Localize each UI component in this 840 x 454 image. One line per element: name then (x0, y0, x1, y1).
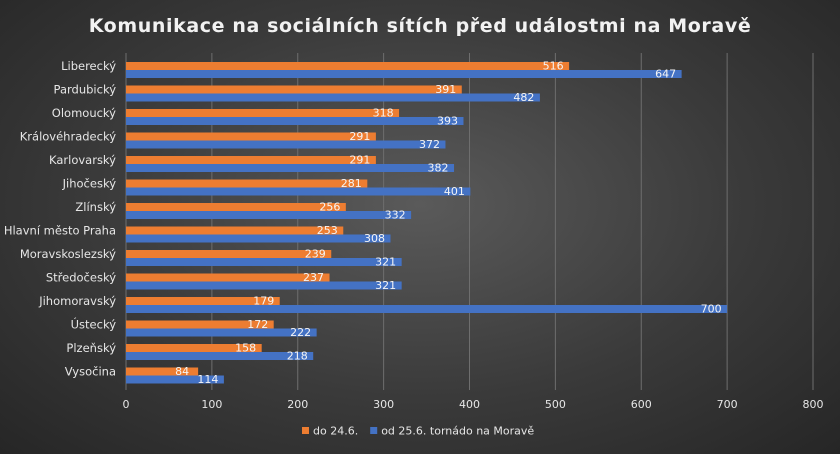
x-tick-label: 700 (717, 398, 738, 411)
bar-series-1 (126, 273, 330, 282)
bar-series-2 (126, 140, 446, 149)
category-label: Moravskoslezský (20, 247, 116, 261)
x-tick-label: 300 (373, 398, 394, 411)
bar-series-1 (126, 109, 400, 117)
legend-label: do 24.6. (313, 425, 358, 438)
bar-series-1 (126, 85, 462, 94)
data-label: 291 (349, 130, 370, 143)
data-label: 321 (375, 256, 396, 269)
data-label: 321 (375, 279, 396, 292)
legend: do 24.6. od 25.6. tornádo na Moravě (302, 425, 534, 438)
bar-series-1 (126, 179, 368, 188)
category-label: Liberecký (61, 59, 116, 73)
category-label: Vysočina (65, 365, 116, 379)
data-label: 256 (319, 201, 340, 214)
bar-series-1 (126, 367, 199, 376)
x-tick-label: 100 (201, 398, 222, 411)
data-label: 84 (175, 365, 189, 378)
bar-series-1 (126, 320, 274, 329)
data-label: 318 (373, 107, 394, 120)
bar-series-1 (126, 203, 346, 211)
data-label: 647 (655, 68, 676, 81)
bar-series-2 (126, 281, 402, 290)
bar-series-2 (126, 234, 391, 243)
data-label: 237 (303, 271, 324, 284)
bar-series-1 (126, 344, 262, 352)
data-label: 222 (290, 326, 311, 339)
x-tick-label: 400 (459, 398, 480, 411)
chart-title: Komunikace na sociálních sítích před udá… (89, 15, 752, 37)
bar-series-2 (126, 187, 471, 196)
bar-series-1 (126, 297, 280, 305)
data-label: 158 (235, 342, 256, 355)
data-label: 114 (197, 373, 218, 386)
x-tick-label: 200 (287, 398, 308, 411)
data-label: 239 (305, 248, 326, 261)
data-label: 308 (364, 232, 385, 245)
data-label: 700 (701, 303, 722, 316)
value-labels: 516 647 391 482 318 393 291 372 291 382 281 401 256 3… (175, 60, 721, 387)
data-label: 382 (428, 162, 449, 175)
data-label: 253 (317, 224, 338, 237)
bar-series-1 (126, 250, 332, 258)
bar-series-2 (126, 305, 728, 313)
data-label: 179 (253, 295, 274, 308)
bar-series-1 (126, 226, 344, 235)
category-label: Královéhradecký (20, 130, 116, 144)
data-label: 291 (349, 154, 370, 167)
category-label: Jihomoravský (38, 294, 116, 308)
bar-series-2 (126, 211, 412, 219)
bar-series-1 (126, 62, 570, 70)
data-label: 172 (247, 318, 268, 331)
bar-series-2 (126, 164, 455, 172)
data-label: 516 (543, 60, 564, 73)
data-label: 281 (341, 177, 362, 190)
category-label: Olomoucký (52, 106, 116, 120)
data-label: 372 (419, 138, 440, 151)
data-label: 393 (437, 115, 458, 128)
category-label: Hlavní město Praha (4, 224, 116, 238)
bar-series-2 (126, 258, 402, 266)
category-axis: Liberecký Pardubický Olomoucký Královéhrade… (4, 59, 116, 379)
bar-series-2 (126, 117, 464, 125)
legend-label: od 25.6. tornádo na Moravě (381, 425, 534, 438)
data-label: 401 (444, 185, 465, 198)
bar-series-2 (126, 352, 314, 360)
category-label: Zlínský (75, 200, 116, 214)
bar-series-1 (126, 132, 376, 141)
data-label: 391 (435, 83, 456, 96)
legend-swatch (302, 427, 309, 434)
data-label: 482 (513, 91, 534, 104)
bar-series-1 (126, 156, 376, 164)
bar-series-2 (126, 328, 317, 337)
bar-series-2 (126, 93, 540, 102)
bar-series-2 (126, 375, 224, 384)
bars (126, 62, 728, 384)
x-tick-label: 500 (545, 398, 566, 411)
value-axis: 0 100 200 300 400 500 600 700 800 (123, 398, 824, 411)
legend-swatch (370, 427, 378, 434)
bar-series-2 (126, 70, 682, 78)
category-label: Karlovarský (49, 153, 116, 167)
category-label: Plzeňský (66, 341, 116, 355)
category-label: Jihočeský (62, 177, 117, 191)
category-label: Ústecký (71, 317, 117, 332)
x-tick-label: 0 (123, 398, 130, 411)
x-tick-label: 800 (803, 398, 824, 411)
data-label: 218 (287, 350, 308, 363)
gridlines (125, 53, 814, 390)
x-tick-label: 600 (631, 398, 652, 411)
data-label: 332 (385, 209, 406, 222)
category-label: Pardubický (54, 83, 117, 97)
category-label: Středočeský (46, 271, 116, 285)
